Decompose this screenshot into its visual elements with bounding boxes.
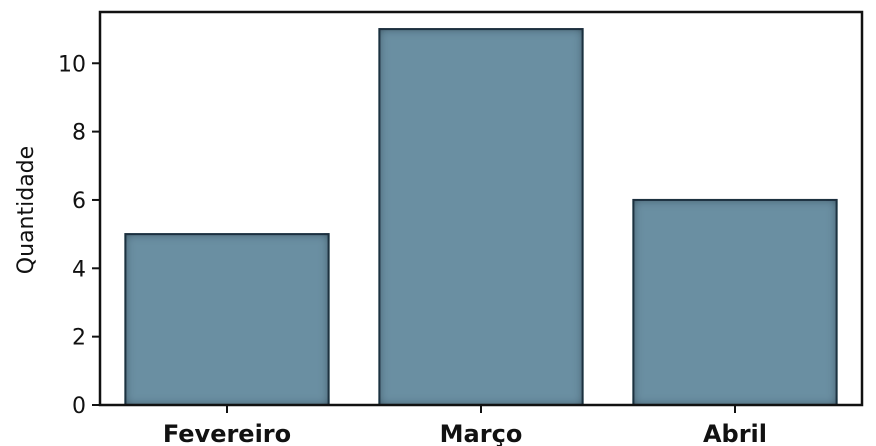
y-tick-label: 8 (72, 121, 86, 146)
y-tick-label: 0 (72, 394, 86, 419)
bar-abril (632, 198, 838, 406)
bar-março (378, 28, 584, 407)
x-tick-label-março: Março (440, 420, 523, 446)
y-axis-ticks: 0 2 4 6 8 10 (58, 52, 100, 419)
y-tick-label: 10 (58, 52, 86, 77)
bars-group (124, 28, 838, 407)
x-tick-label-fevereiro: Fevereiro (163, 420, 291, 446)
y-axis-title: Quantidade (14, 146, 39, 274)
y-tick-label: 6 (72, 189, 86, 214)
bar-fevereiro (124, 233, 330, 406)
x-tick-label-abril: Abril (703, 420, 767, 446)
x-axis-ticks: Fevereiro Março Abril (163, 405, 767, 446)
y-tick-label: 4 (72, 257, 86, 282)
plot-frame (98, 10, 864, 407)
y-tick-label: 2 (72, 326, 86, 351)
